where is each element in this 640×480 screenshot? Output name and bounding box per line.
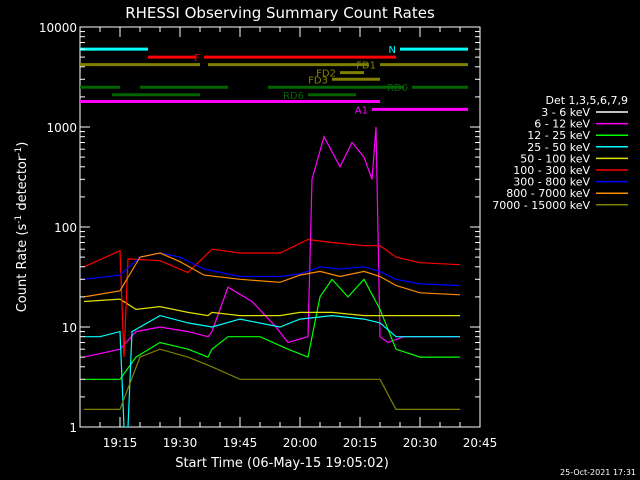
x-tick-label: 20:15 (343, 436, 378, 450)
y-axis: 1 10 100 1000 10000 (39, 21, 480, 435)
x-tick-label: 19:45 (223, 436, 258, 450)
legend-label: 12 - 25 keV (527, 129, 590, 142)
series-line-1 (83, 126, 460, 358)
flag-label-7: A0 (63, 97, 76, 108)
series-line-8 (84, 348, 460, 410)
x-axis-label: Start Time (06-May-15 19:05:02) (175, 456, 389, 471)
series-line-2 (84, 278, 460, 380)
flag-label-4: FD3 (308, 75, 328, 86)
timestamp: 25-Oct-2021 17:31 (560, 468, 636, 477)
y-tick-label: 100 (54, 221, 77, 235)
flag-label-6: RD6 (283, 91, 304, 102)
series-line-5 (83, 238, 461, 358)
y-label-exponent-1: -1 (14, 215, 24, 224)
legend-label: 100 - 300 keV (513, 164, 590, 177)
series-line-0 (83, 178, 461, 420)
x-tick-label: 19:15 (103, 436, 138, 450)
series-line-4 (83, 298, 460, 317)
y-tick-label: 1 (69, 421, 77, 435)
y-axis-label: Count Rate (s-1 detector-1) (14, 142, 30, 313)
legend-title: Det 1,3,5,6,7,9 (545, 94, 628, 107)
x-tick-label: 19:30 (163, 436, 198, 450)
y-label-middle: detector (15, 155, 30, 215)
x-tick-label: 20:30 (403, 436, 438, 450)
y-label-exponent-2: -1 (14, 147, 24, 156)
legend-label: 800 - 7000 keV (506, 187, 590, 200)
y-label-main: Count Rate (s (15, 224, 30, 313)
series-line-6 (83, 252, 461, 287)
legend-label: 6 - 12 keV (534, 118, 590, 131)
legend-label: 300 - 800 keV (513, 176, 590, 189)
x-tick-label: 20:45 (463, 436, 498, 450)
series-line-3 (84, 314, 460, 427)
legend-label: 7000 - 15000 keV (492, 199, 590, 212)
y-label-end: ) (15, 142, 30, 147)
y-tick-label: 10 (62, 321, 77, 335)
legend-label: 50 - 100 keV (520, 152, 590, 165)
legend-label: 25 - 50 keV (527, 141, 590, 154)
flag-label-8: A1 (355, 105, 368, 116)
flag-label-3: FD2 (316, 69, 336, 80)
y-tick-label: 10000 (39, 21, 77, 35)
chart-title: RHESSI Observing Summary Count Rates (125, 4, 435, 22)
flag-label-2: FD1 (356, 61, 376, 72)
series-line-7 (83, 252, 461, 298)
flag-label-1: F (194, 53, 200, 64)
flag-label-0: N (389, 45, 396, 56)
x-tick-label: 20:00 (283, 436, 318, 450)
flag-label-5: RD0 (387, 83, 408, 94)
x-axis: 19:15 19:30 19:45 20:00 20:15 20:30 20:45 (79, 27, 498, 450)
legend-label: 3 - 6 keV (541, 106, 590, 119)
y-tick-label: 1000 (46, 121, 77, 135)
